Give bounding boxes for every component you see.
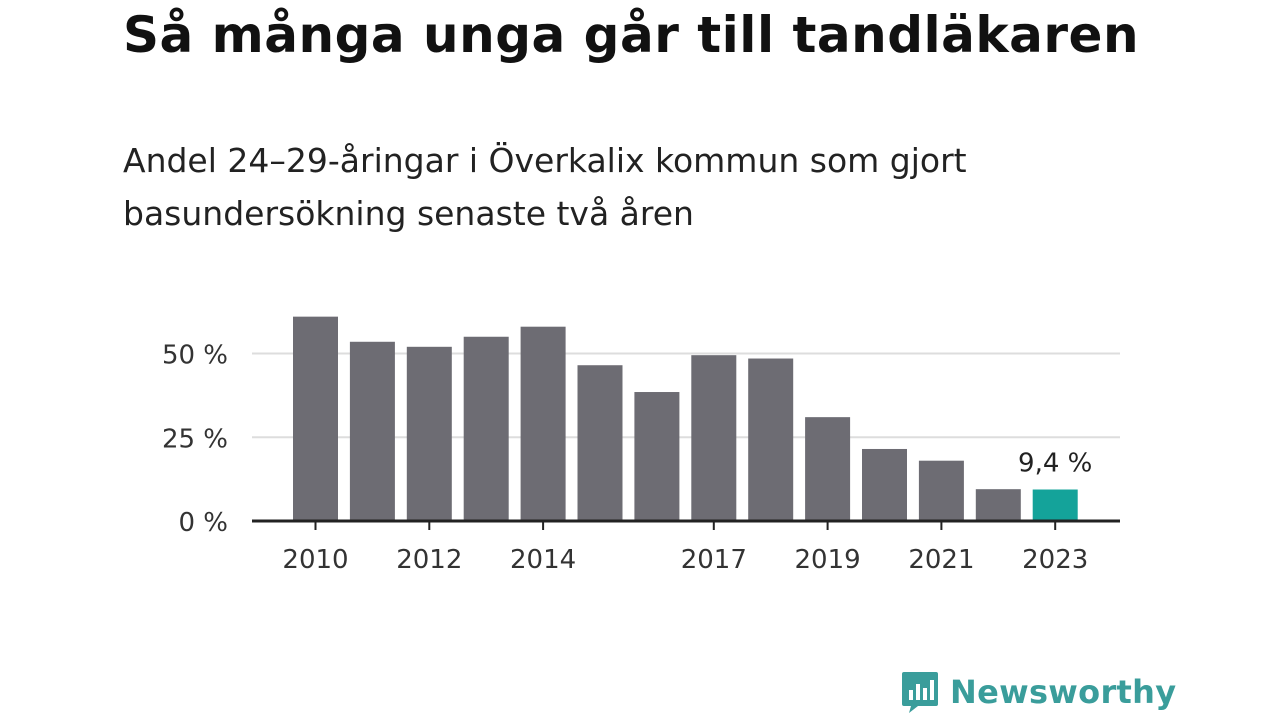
data-label: 9,4 %	[1018, 449, 1092, 479]
axes	[252, 519, 1120, 530]
bar	[577, 365, 623, 521]
bar	[918, 460, 964, 521]
x-tick-label: 2012	[396, 545, 462, 575]
x-tick-label: 2014	[510, 545, 576, 575]
chart-subtitle: Andel 24–29-åringar i Överkalix kommun s…	[123, 141, 967, 233]
x-tick-label: 2010	[282, 545, 348, 575]
y-tick-label: 0 %	[178, 508, 228, 538]
bar	[520, 326, 566, 521]
labels: 0 % 25 % 50 % 2010 2012 2014 2017 2019 2021 2023 9…	[162, 341, 1092, 576]
x-tick-label: 2023	[1022, 545, 1088, 575]
bar-chart: 0 % 25 % 50 % 2010 2012 2014 2017 2019 2021 2023 9…	[162, 316, 1120, 576]
chart-title: Så många unga går till tandläkaren	[123, 6, 1140, 64]
x-tick-label: 2017	[681, 545, 747, 575]
grid-lines	[252, 352, 1120, 439]
bars	[293, 316, 1078, 521]
x-tick-label: 2021	[908, 545, 974, 575]
bar	[691, 355, 737, 521]
x-tick-label: 2019	[795, 545, 861, 575]
bar	[1032, 489, 1078, 521]
bar	[975, 489, 1021, 521]
y-tick-label: 25 %	[162, 424, 228, 454]
bar	[862, 448, 907, 521]
y-tick-label: 50 %	[162, 341, 228, 371]
bar	[293, 316, 338, 521]
bar-chart-speech-bubble-icon	[902, 672, 938, 713]
bar	[406, 346, 452, 521]
bar	[349, 341, 395, 521]
brand-name: Newsworthy	[950, 673, 1177, 711]
brand-logo: Newsworthy	[900, 670, 1176, 714]
bar	[463, 336, 509, 521]
bar	[634, 392, 680, 521]
bar	[748, 358, 794, 521]
bar	[805, 417, 851, 521]
